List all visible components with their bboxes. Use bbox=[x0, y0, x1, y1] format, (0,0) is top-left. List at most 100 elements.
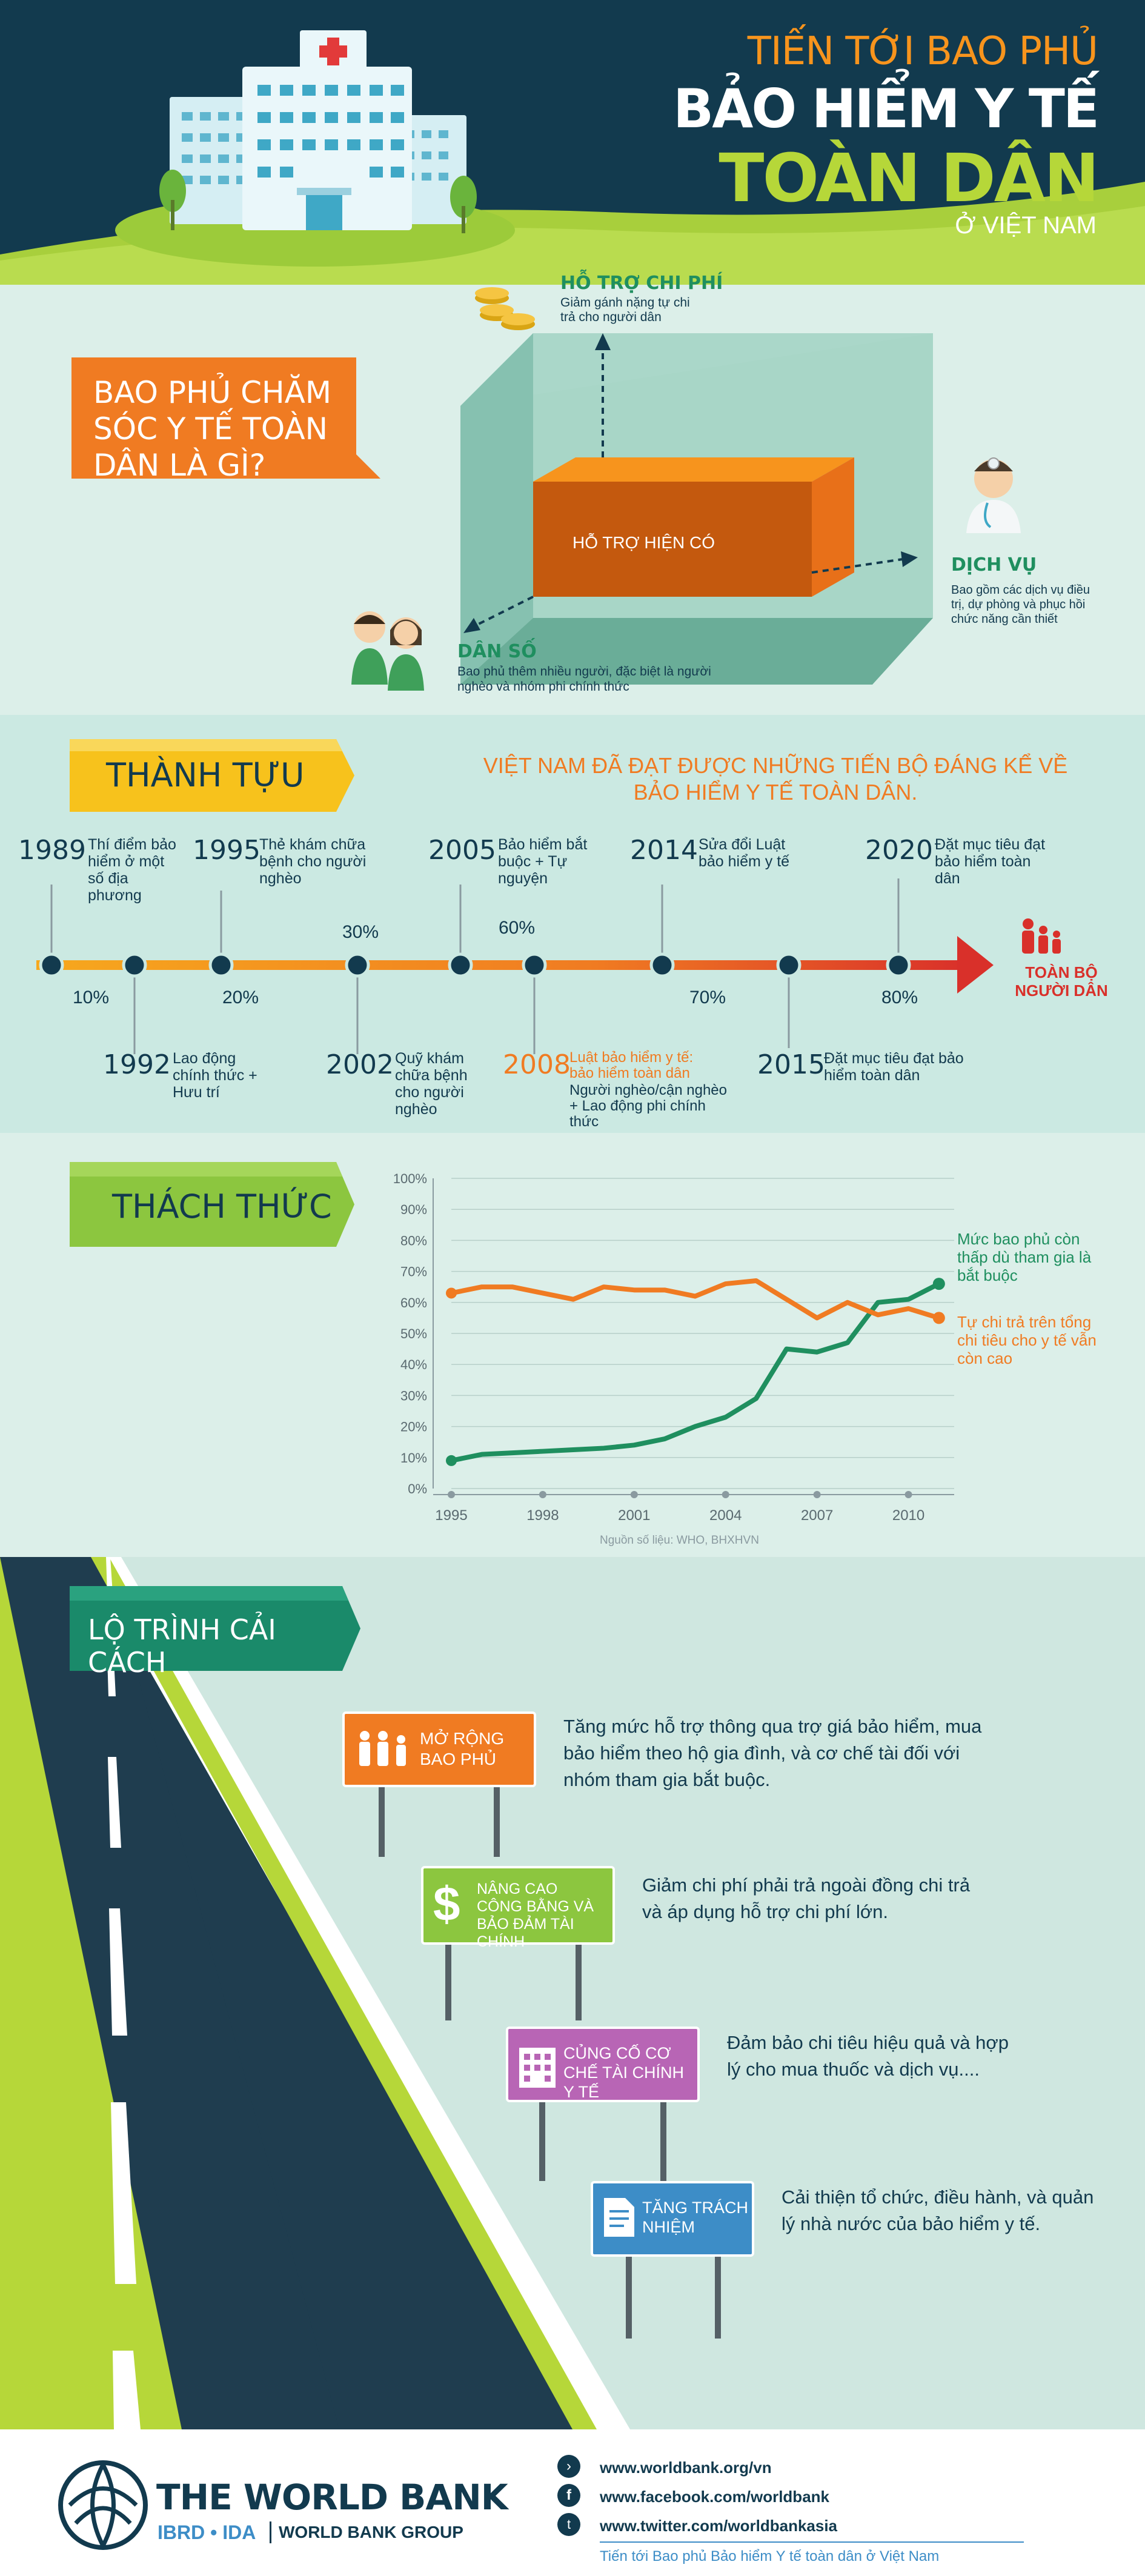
roadmap-title: LỘ TRÌNH CẢI CÁCH bbox=[88, 1613, 276, 1679]
challenges-title: THÁCH THỨC bbox=[112, 1187, 332, 1226]
y-tick-label: 60% bbox=[400, 1295, 427, 1310]
sign-label: TĂNG TRÁCH NHIỆM bbox=[642, 2199, 749, 2236]
y-tick-label: 10% bbox=[400, 1450, 427, 1466]
website-icon: › bbox=[557, 2455, 580, 2478]
sign-label: CỦNG CỐ CƠ CHẾ TÀI CHÍNH Y TẾ bbox=[563, 2044, 685, 2101]
percent-10: 10% bbox=[73, 988, 110, 1007]
event-year-1995: 1995 bbox=[193, 835, 261, 866]
header-section: TIẾN TỚI BAO PHỦ BẢO HIỂM Y TẾ TOÀN DÂN … bbox=[0, 0, 1145, 285]
legend-out-of-pocket: Tự chi trả trên tổng chi tiêu cho y tế v… bbox=[957, 1313, 1097, 1367]
roadmap-banner: LỘ TRÌNH CẢI CÁCH bbox=[70, 1586, 360, 1679]
footer-org-name: THE WORLD BANK bbox=[156, 2477, 508, 2518]
y-tick-label: 50% bbox=[400, 1326, 427, 1341]
road-illustration bbox=[0, 1557, 1145, 2429]
event-desc-2008-highlight: Luật bảo hiểm y tế: bảo hiểm toàn dân bbox=[569, 1049, 694, 1081]
coins-icon bbox=[475, 287, 535, 330]
event-desc-2015: Đặt mục tiêu đạt bảo hiểm toàn dân bbox=[824, 1050, 964, 1084]
x-tick-label: 2010 bbox=[892, 1507, 924, 1524]
population-desc: Bao phủ thêm nhiều người, đặc biệt là ng… bbox=[457, 665, 711, 694]
event-desc-2002: Quỹ khám chữa bệnh cho người nghèo bbox=[395, 1050, 468, 1118]
footer-caption-rule bbox=[600, 2541, 1024, 2543]
header-title-line3: TOÀN DÂN bbox=[719, 139, 1100, 217]
percent-70: 70% bbox=[689, 988, 726, 1007]
service-desc: Bao gồm các dịch vụ điều trị, dự phòng v… bbox=[951, 583, 1090, 626]
facebook-icon: f bbox=[557, 2484, 580, 2507]
event-desc-2008: Người nghèo/cận nghèo + Lao động phi chí… bbox=[569, 1082, 727, 1130]
achievements-section: THÀNH TỰU VIỆT NAM ĐÃ ĐẠT ĐƯỢC NHỮNG TIẾ… bbox=[0, 715, 1145, 1133]
question-text: BAO PHỦ CHĂM SÓC Y TẾ TOÀN DÂN LÀ GÌ? bbox=[93, 375, 331, 483]
facebook-link[interactable]: www.facebook.com/worldbank bbox=[600, 2488, 829, 2506]
x-tick-label: 2007 bbox=[801, 1507, 833, 1524]
sign-desc-accountability: Cải thiện tổ chức, điều hành, và quản lý… bbox=[782, 2186, 1094, 2234]
x-tick-marker bbox=[630, 1491, 638, 1498]
people-icon bbox=[359, 1731, 406, 1766]
y-tick-label: 20% bbox=[400, 1419, 427, 1435]
question-banner: BAO PHỦ CHĂM SÓC Y TẾ TOÀN DÂN LÀ GÌ? bbox=[71, 357, 380, 483]
x-tick-label: 2004 bbox=[709, 1507, 742, 1524]
y-tick-label: 40% bbox=[400, 1357, 427, 1372]
service-title: DỊCH VỤ bbox=[951, 554, 1037, 576]
x-tick-marker bbox=[448, 1491, 455, 1498]
twitter-link[interactable]: www.twitter.com/worldbankasia bbox=[600, 2517, 838, 2535]
footer-caption: Tiến tới Bao phủ Bảo hiểm Y tế toàn dân … bbox=[600, 2548, 940, 2564]
x-tick-label: 1995 bbox=[435, 1507, 467, 1524]
what-section: BAO PHỦ CHĂM SÓC Y TẾ TOÀN DÂN LÀ GÌ? HỖ… bbox=[0, 267, 1145, 715]
coverage-cube-diagram bbox=[351, 287, 1021, 691]
x-tick-marker bbox=[813, 1491, 821, 1498]
cost-desc: Giảm gánh nặng tự chi trả cho người dân bbox=[560, 296, 690, 324]
world-bank-logo-icon bbox=[58, 2460, 148, 2550]
event-year-2008: 2008 bbox=[503, 1049, 571, 1080]
achievements-headline: VIỆT NAM ĐÃ ĐẠT ĐƯỢC NHỮNG TIẾN BỘ ĐÁNG … bbox=[483, 753, 1068, 805]
series-end-point-1 bbox=[932, 1312, 945, 1324]
series-start-point-1 bbox=[446, 1287, 457, 1299]
hospital-illustration bbox=[0, 30, 1145, 285]
event-desc-2014: Sửa đổi Luật bảo hiểm y tế bbox=[699, 836, 790, 870]
event-year-2005: 2005 bbox=[428, 835, 496, 866]
x-tick-marker bbox=[904, 1491, 912, 1498]
y-tick-label: 70% bbox=[400, 1264, 427, 1280]
legend-coverage: Mức bao phủ còn thấp dù tham gia là bắt … bbox=[957, 1230, 1092, 1284]
timeline-graphic bbox=[36, 878, 1061, 1054]
series-line-0 bbox=[449, 1281, 941, 1463]
population-title: DÂN SỐ bbox=[457, 641, 537, 662]
family-icon bbox=[351, 611, 424, 691]
timeline-end-label: TOÀN BỘ NGƯỜI DÂN bbox=[1015, 963, 1108, 1000]
sign-label: NÂNG CAO CÔNG BẰNG VÀ BẢO ĐẢM TÀI CHÍNH bbox=[477, 1881, 594, 1950]
percent-80: 80% bbox=[881, 988, 918, 1007]
challenges-section: THÁCH THỨC 0% 10% 20% 30% 40% 50% 60% 70% 80% 90%… bbox=[0, 1133, 1145, 1557]
website-link[interactable]: www.worldbank.org/vn bbox=[600, 2458, 772, 2477]
event-desc-1995: Thẻ khám chữa bệnh cho người nghèo bbox=[259, 836, 367, 887]
percent-60: 60% bbox=[499, 918, 536, 938]
percent-30: 30% bbox=[342, 922, 379, 942]
event-year-2015: 2015 bbox=[757, 1049, 825, 1080]
series-start-point-0 bbox=[446, 1455, 457, 1466]
roadmap-section: LỘ TRÌNH CẢI CÁCH MỞ RỘNG BAO PHỦ Tăng m… bbox=[0, 1557, 1145, 2429]
header-title-line2: BẢO HIỂM Y TẾ bbox=[673, 78, 1100, 140]
twitter-icon: t bbox=[557, 2513, 580, 2536]
achievements-banner: THÀNH TỰU bbox=[70, 739, 354, 812]
sign-desc-financing: Đảm bảo chi tiêu hiệu quả và hợp lý cho … bbox=[727, 2032, 1009, 2080]
event-year-2020: 2020 bbox=[865, 835, 933, 866]
sign-desc-equity: Giảm chi phí phải trả ngoài đồng chi trả… bbox=[642, 1874, 971, 1922]
event-year-1992: 1992 bbox=[103, 1049, 171, 1080]
roadmap-sign-expand-coverage: MỞ RỘNG BAO PHỦ bbox=[342, 1711, 536, 1857]
x-tick-label: 2001 bbox=[618, 1507, 650, 1524]
event-year-1989: 1989 bbox=[18, 835, 86, 866]
footer-sub2: WORLD BANK GROUP bbox=[279, 2523, 463, 2541]
footer-section: THE WORLD BANK IBRD • IDA WORLD BANK GRO… bbox=[0, 2429, 1145, 2576]
sign-desc-expand-coverage: Tăng mức hỗ trợ thông qua trợ giá bảo hi… bbox=[563, 1716, 982, 1790]
roadmap-sign-accountability: TĂNG TRÁCH NHIỆM bbox=[591, 2181, 754, 2339]
y-tick-label: 30% bbox=[400, 1388, 427, 1403]
doctor-icon bbox=[966, 457, 1021, 533]
roadmap-sign-equity: $ NÂNG CAO CÔNG BẰNG VÀ BẢO ĐẢM TÀI CHÍN… bbox=[421, 1866, 615, 2020]
footer-divider bbox=[270, 2521, 271, 2543]
building-icon bbox=[519, 2048, 556, 2088]
percent-20: 20% bbox=[222, 988, 259, 1007]
header-title-line1: TIẾN TỚI BAO PHỦ bbox=[747, 29, 1098, 74]
y-tick-label: 0% bbox=[408, 1481, 427, 1496]
roadmap-sign-financing: CỦNG CỐ CƠ CHẾ TÀI CHÍNH Y TẾ bbox=[506, 2027, 700, 2181]
challenges-line-chart: 0% 10% 20% 30% 40% 50% 60% 70% 80% 90% 100% 1995 199… bbox=[393, 1171, 954, 1524]
y-tick-label: 100% bbox=[393, 1171, 427, 1186]
challenges-banner: THÁCH THỨC bbox=[70, 1162, 354, 1247]
achievements-title: THÀNH TỰU bbox=[106, 756, 305, 794]
